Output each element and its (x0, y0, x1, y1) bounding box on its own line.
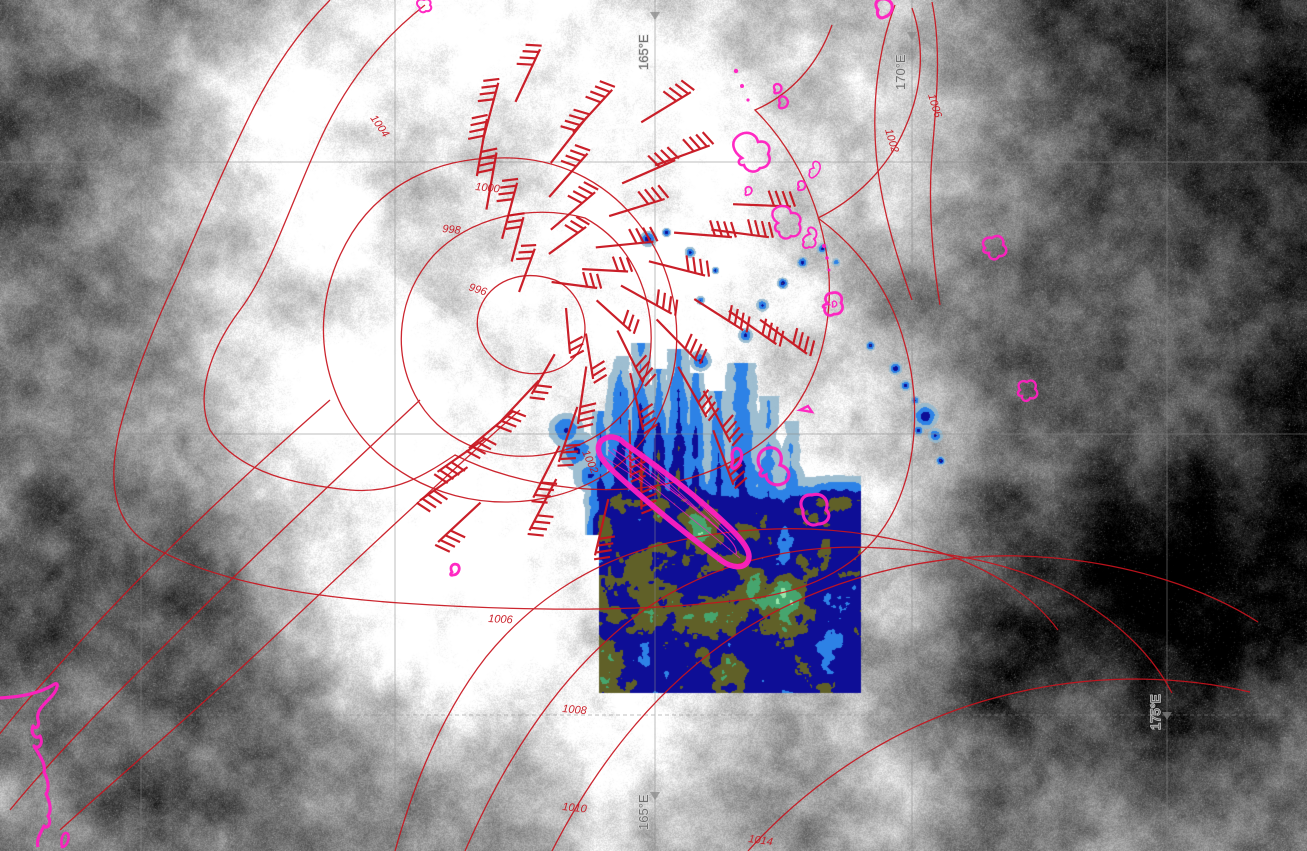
svg-text:1014: 1014 (748, 833, 774, 848)
svg-text:1010: 1010 (562, 801, 588, 816)
svg-text:170°E: 170°E (893, 54, 908, 90)
svg-text:998: 998 (442, 223, 462, 237)
svg-text:175°E: 175°E (1148, 694, 1163, 730)
svg-text:1006: 1006 (488, 613, 514, 626)
svg-text:1002: 1002 (882, 127, 901, 154)
svg-text:1006: 1006 (925, 92, 944, 120)
svg-text:165°E: 165°E (636, 794, 651, 830)
svg-text:165°E: 165°E (636, 34, 651, 70)
svg-text:1004: 1004 (368, 113, 392, 140)
svg-text:1008: 1008 (562, 703, 588, 717)
svg-text:1000: 1000 (475, 181, 501, 196)
